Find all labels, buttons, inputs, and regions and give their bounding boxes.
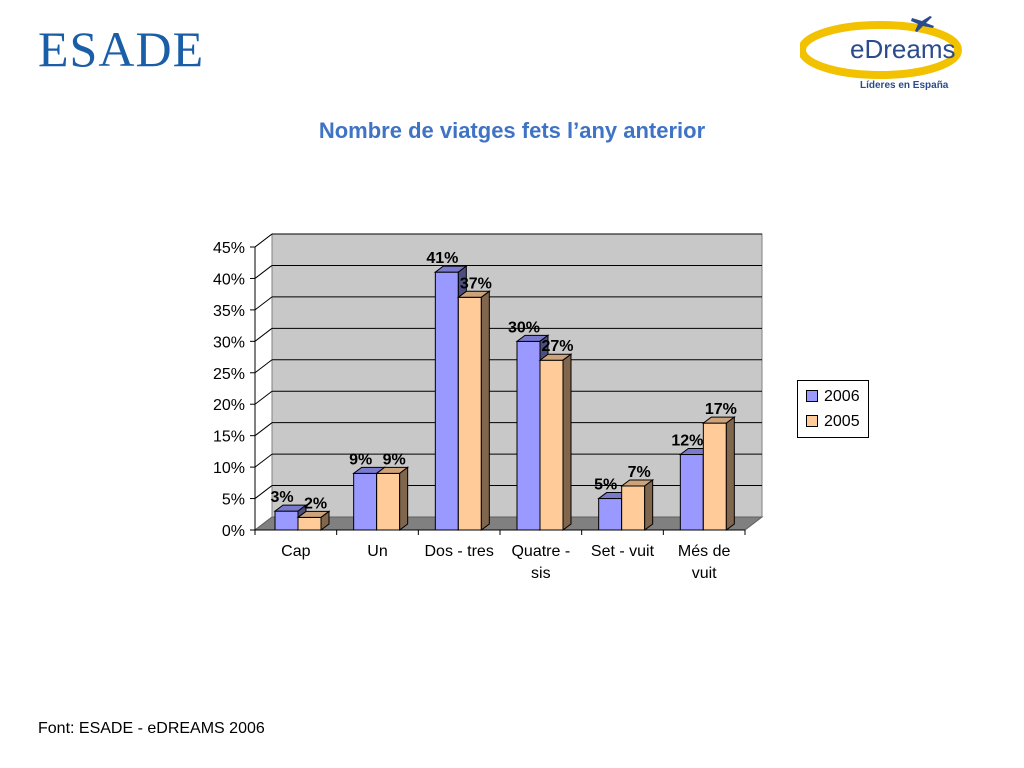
bar-2005 xyxy=(621,485,646,531)
bar-2005 xyxy=(457,296,482,531)
bar-2006 xyxy=(434,271,459,531)
legend-swatch-2005 xyxy=(806,414,818,427)
data-label-2006: 9% xyxy=(349,451,372,468)
bar-2005 xyxy=(539,359,564,531)
gridline-side xyxy=(254,327,273,342)
y-tick-label: 20% xyxy=(213,397,245,414)
x-tick-label: Cap xyxy=(281,543,310,560)
bar-2006 xyxy=(353,472,378,531)
data-label-2006: 41% xyxy=(426,250,458,267)
gridline-side xyxy=(254,296,273,311)
gridline-side xyxy=(254,485,273,499)
bar-side-2005 xyxy=(320,510,330,531)
bar-2006 xyxy=(598,498,623,531)
legend-label-2005: 2005 xyxy=(824,413,860,430)
data-label-2005: 2% xyxy=(304,495,327,512)
bar-2005 xyxy=(297,516,322,531)
y-tick-label: 35% xyxy=(213,303,245,320)
edreams-logo-text: eDreams xyxy=(850,34,955,64)
x-tick-label: Un xyxy=(367,543,387,560)
bar-side-2005 xyxy=(644,478,654,531)
bar-side-2005 xyxy=(480,290,490,531)
y-tick-label: 40% xyxy=(213,271,245,288)
data-label-2005: 17% xyxy=(705,401,737,418)
bar-side-2005 xyxy=(399,466,409,531)
plot-side-wall xyxy=(254,232,273,532)
data-label-2006: 30% xyxy=(508,319,540,336)
y-tick-label: 15% xyxy=(213,429,245,446)
y-tick-label: 0% xyxy=(222,523,245,540)
gridline-side xyxy=(254,390,273,405)
x-tick-label: vuit xyxy=(692,565,717,582)
bar-2005 xyxy=(702,422,727,531)
bar-2006 xyxy=(274,510,299,531)
gridline-side xyxy=(254,265,273,279)
legend-item-2005: 2005 xyxy=(806,412,860,432)
data-label-2006: 12% xyxy=(671,433,703,450)
y-tick-label: 5% xyxy=(222,492,245,509)
x-tick-label: Més de xyxy=(678,543,731,560)
esade-logo: ESADE xyxy=(38,24,204,74)
edreams-logo-ring xyxy=(800,21,962,79)
data-label-2005: 37% xyxy=(460,275,492,292)
bar-side-2005 xyxy=(725,416,735,531)
legend-label-2006: 2006 xyxy=(824,388,860,405)
x-tick-label: Quatre - xyxy=(511,543,570,560)
gridline-side xyxy=(254,453,273,468)
edreams-logo: eDreams Líderes en España xyxy=(800,16,962,91)
data-label-2005: 9% xyxy=(383,451,406,468)
data-label-2005: 7% xyxy=(628,464,651,481)
data-label-2005: 27% xyxy=(541,338,573,355)
y-tick-label: 25% xyxy=(213,366,245,383)
source-note: Font: ESADE - eDREAMS 2006 xyxy=(38,720,265,737)
y-tick-label: 30% xyxy=(213,334,245,351)
x-tick-label: sis xyxy=(531,565,551,582)
bar-side-2005 xyxy=(562,353,572,531)
esade-logo-text: ESADE xyxy=(38,21,205,77)
legend-swatch-2006 xyxy=(806,389,818,402)
data-label-2006: 3% xyxy=(270,489,293,506)
bar-2006 xyxy=(679,454,704,531)
edreams-logo-tagline: Líderes en España xyxy=(860,80,949,91)
data-label-2006: 5% xyxy=(594,477,617,494)
chart-legend: 2006 2005 xyxy=(797,380,869,438)
airplane-icon xyxy=(911,16,934,32)
bar-2005 xyxy=(376,472,401,531)
y-tick-label: 10% xyxy=(213,460,245,477)
chart-title: Nombre de viatges fets l’any anterior xyxy=(318,118,706,143)
x-tick-label: Dos - tres xyxy=(424,543,493,560)
legend-item-2006: 2006 xyxy=(806,387,860,407)
x-tick-label: Set - vuit xyxy=(591,543,655,560)
gridline-side xyxy=(254,359,273,374)
bar-2006 xyxy=(516,340,541,531)
gridline-side xyxy=(254,233,273,248)
gridline-side xyxy=(254,422,273,437)
y-tick-label: 45% xyxy=(213,240,245,257)
